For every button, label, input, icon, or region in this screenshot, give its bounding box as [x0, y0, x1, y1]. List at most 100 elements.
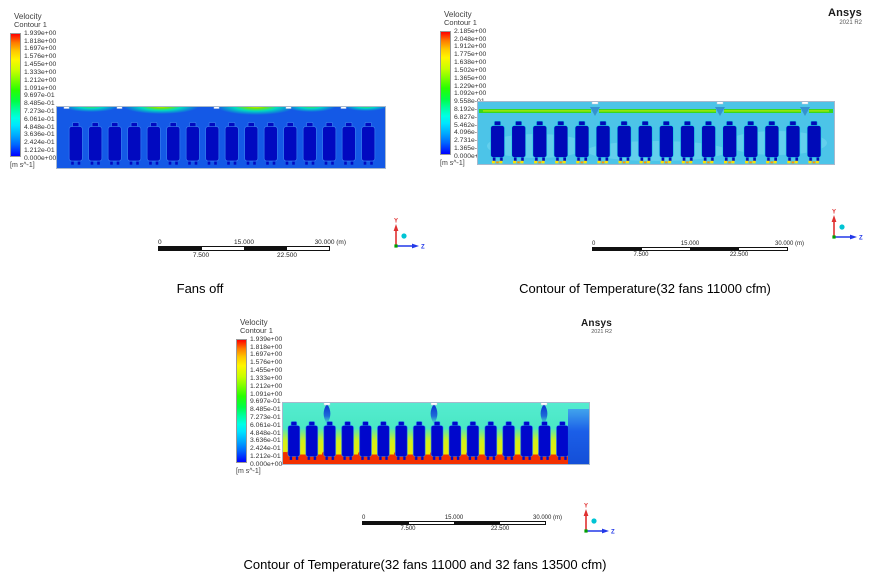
legend-tick-label: 6.827e-01: [454, 113, 485, 121]
legend-tick-label: 7.273e-01: [250, 413, 281, 421]
legend-tick-label: 2.424e-01: [250, 445, 281, 453]
velocity-legend: Velocity Contour 1 2.185e+00 2.048e+00 1.9…: [440, 10, 486, 168]
axis-label-right: Z: [421, 245, 425, 251]
contour-plot-32-fans-11000: [477, 101, 835, 165]
ruler-bottom-labels: 7.500 22.500: [158, 251, 330, 259]
legend-title: Velocity: [444, 10, 472, 19]
ruler-bar: [592, 247, 788, 251]
axis-label-up: Y: [584, 504, 588, 510]
ansys-logo-version: 2021 R2: [839, 20, 862, 26]
legend-tick-label: 1.333e+00: [250, 374, 283, 382]
ruler-label-start: 0: [158, 239, 162, 246]
plot-border: [477, 101, 835, 165]
legend-tick-label: 6.061e-01: [250, 421, 281, 429]
fan-units-row: [487, 101, 825, 165]
legend-tick-label: 0.000e+00: [24, 154, 57, 162]
legend-tick-label: 5.462e-01: [454, 121, 485, 129]
legend-tick-label: 4.848e-01: [24, 123, 55, 131]
legend-tick-label: 1.365e+00: [454, 74, 487, 82]
axis-label-right: Z: [611, 530, 615, 536]
legend-tick-label: 9.697e-01: [250, 398, 281, 406]
legend-units: [m s^-1]: [10, 161, 35, 169]
legend-tick-label: 2.424e-01: [24, 139, 55, 147]
legend-tick-label: 1.912e+00: [454, 43, 487, 51]
legend-tick-label: 6.061e-01: [24, 115, 55, 123]
legend-tick-label: 4.848e-01: [250, 429, 281, 437]
legend-tick-label: 1.092e+00: [454, 90, 487, 98]
legend-tick-label: 8.485e-01: [250, 406, 281, 414]
ruler-label-end: 30.000 (m): [532, 515, 562, 521]
legend-tick-label: 1.697e+00: [24, 45, 57, 53]
ruler-bar: [362, 521, 546, 525]
legend-tick-label: 1.939e+00: [250, 335, 283, 343]
scale-ruler: 0 15.000 30.000 (m) 7.500 22.500: [158, 238, 346, 259]
legend-tick-label: 1.576e+00: [24, 53, 57, 61]
axis-label-up: Y: [394, 219, 398, 225]
ruler-bar: [158, 246, 330, 251]
ansys-logo-name: Ansys: [827, 7, 862, 19]
legend-tick-label: 1.818e+00: [24, 37, 57, 45]
legend-tick-label: 3.636e-01: [250, 437, 281, 445]
velocity-legend: Velocity Contour 1 1.939e+00 1.818e+00 1.6…: [236, 318, 282, 476]
axis-origin-marker: [394, 244, 398, 248]
ruler-label-mid: 15.000: [444, 515, 464, 521]
scale-ruler: 0 15.000 30.000 (m) 7.500 22.500: [362, 513, 562, 533]
legend-title: Velocity: [240, 318, 268, 327]
legend-tick-label: 1.212e+00: [24, 76, 57, 84]
legend-units: [m s^-1]: [440, 159, 465, 167]
legend-tick-label: 1.697e+00: [250, 351, 283, 359]
axis-triad-icon: Y Z: [583, 504, 615, 536]
panel-caption: Contour of Temperature(32 fans 11000 cfm…: [519, 281, 771, 296]
legend-title: Velocity: [14, 12, 42, 21]
legend-tick-label: 1.333e+00: [24, 68, 57, 76]
ruler-label-end: 30.000 (m): [314, 239, 346, 246]
legend-tick-label: 2.048e+00: [454, 35, 487, 43]
plot-border: [282, 402, 590, 465]
ruler-top-labels: 0 15.000 30.000 (m): [158, 238, 346, 246]
plot-border: [56, 106, 386, 169]
legend-tick-label: 2.185e+00: [454, 27, 487, 35]
legend-subtitle: Contour 1: [14, 20, 47, 30]
axis-triad-icon: Y Z: [393, 219, 425, 251]
ruler-label-q3: 22.500: [277, 252, 297, 259]
axis-out-of-plane-dot: [839, 224, 845, 230]
fan-units-row: [66, 106, 378, 169]
legend-tick-label: 4.096e-01: [454, 129, 485, 137]
legend-tick-label: 1.939e+00: [24, 29, 57, 37]
legend-tick-label: 8.485e-01: [24, 100, 55, 108]
legend-subtitle: Contour 1: [240, 326, 273, 336]
legend-tick-label: 7.273e-01: [24, 107, 55, 115]
legend-tick-labels: 2.185e+00 2.048e+00 1.912e+00 1.775e+00 1.63…: [454, 27, 487, 160]
ruler-bottom-labels: 7.500 22.500: [592, 251, 788, 259]
panel-caption: Contour of Temperature(32 fans 11000 and…: [243, 557, 607, 572]
scale-ruler: 0 15.000 30.000 (m) 7.500 22.500: [592, 239, 804, 259]
ruler-top-labels: 0 15.000 30.000 (m): [592, 239, 804, 247]
legend-tick-label: 1.091e+00: [24, 84, 57, 92]
legend-units: [m s^-1]: [236, 467, 261, 475]
ruler-label-q1: 7.500: [633, 252, 649, 258]
legend-tick-label: 1.212e-01: [250, 453, 281, 460]
legend-tick-label: 1.638e+00: [454, 59, 487, 67]
legend-subtitle: Contour 1: [444, 18, 477, 28]
axis-label-up: Y: [832, 210, 836, 216]
ruler-top-labels: 0 15.000 30.000 (m): [362, 513, 562, 521]
legend-tick-labels: 1.939e+00 1.818e+00 1.697e+00 1.576e+00 1.45…: [24, 29, 57, 162]
ansys-logo: Ansys 2021 R2: [796, 7, 862, 27]
panel-caption: Fans off: [176, 281, 224, 296]
legend-tick-label: 2.731e-01: [454, 137, 485, 145]
legend-tick-label: 0.000e+00: [454, 152, 487, 160]
legend-tick-label: 8.192e-01: [454, 105, 485, 113]
axis-origin-marker: [832, 235, 836, 239]
colorbar: [236, 338, 247, 463]
axis-label-right: Z: [859, 236, 863, 242]
axis-origin-marker: [584, 529, 588, 533]
contour-plot-32-fans-11000-13500: [282, 402, 590, 465]
ruler-label-mid: 15.000: [234, 239, 254, 246]
colorbar: [10, 32, 21, 157]
velocity-legend: Velocity Contour 1 1.939e+00 1.818e+00 1.6…: [10, 12, 56, 170]
ruler-label-end: 30.000 (m): [774, 241, 804, 247]
legend-tick-labels: 1.939e+00 1.818e+00 1.697e+00 1.576e+00 1.45…: [250, 335, 283, 468]
